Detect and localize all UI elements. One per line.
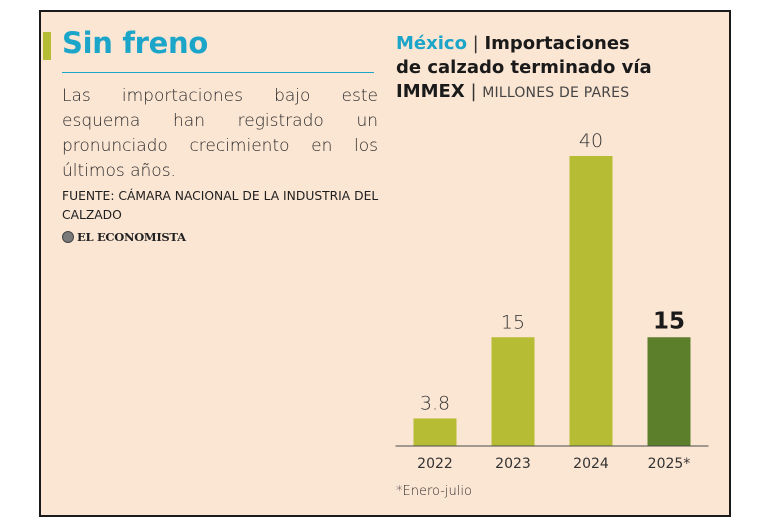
description: Las importaciones bajo este esquema han … [62, 86, 378, 181]
chart-title-country: México [396, 33, 467, 54]
bar-2025 [647, 337, 691, 446]
accent-bar [43, 32, 51, 60]
bar-chart: 3.8 2022 15 2023 40 2024 15 2025* [395, 130, 709, 472]
bar-2024 [569, 156, 613, 446]
chart-title: México | Importaciones de calzado termin… [396, 32, 716, 105]
footnote: *Enero-julio [396, 484, 472, 499]
category-label-2025: 2025* [648, 456, 691, 472]
value-label-2024: 40 [579, 130, 603, 152]
headline-rule [62, 72, 374, 73]
chart-title-main-1: Importaciones [484, 33, 630, 54]
category-label-2023: 2023 [495, 456, 531, 472]
chart-title-units: MILLONES DE PARES [482, 85, 630, 101]
chart-title-main-2: de calzado terminado vía [396, 57, 652, 78]
chart-title-separator: | [472, 33, 485, 54]
headline: Sin freno [62, 26, 209, 60]
brand-logo: EL ECONOMISTA [62, 230, 186, 244]
infographic-frame: Sin freno Las importaciones bajo este es… [39, 10, 731, 517]
brand-name: EL ECONOMISTA [77, 230, 186, 244]
chart-title-main-3: IMMEX [396, 81, 465, 102]
bar-2022 [413, 418, 457, 446]
brand-globe-icon [62, 231, 74, 243]
chart-title-separator-2: | [470, 81, 483, 102]
category-label-2024: 2024 [573, 456, 609, 472]
value-label-2025: 15 [653, 308, 685, 334]
bar-2023 [491, 337, 535, 446]
value-label-2022: 3.8 [420, 392, 450, 414]
source-note: FUENTE: CÁMARA NACIONAL DE LA INDUSTRIA … [62, 189, 379, 222]
category-label-2022: 2022 [417, 456, 453, 472]
value-label-2023: 15 [501, 311, 525, 333]
